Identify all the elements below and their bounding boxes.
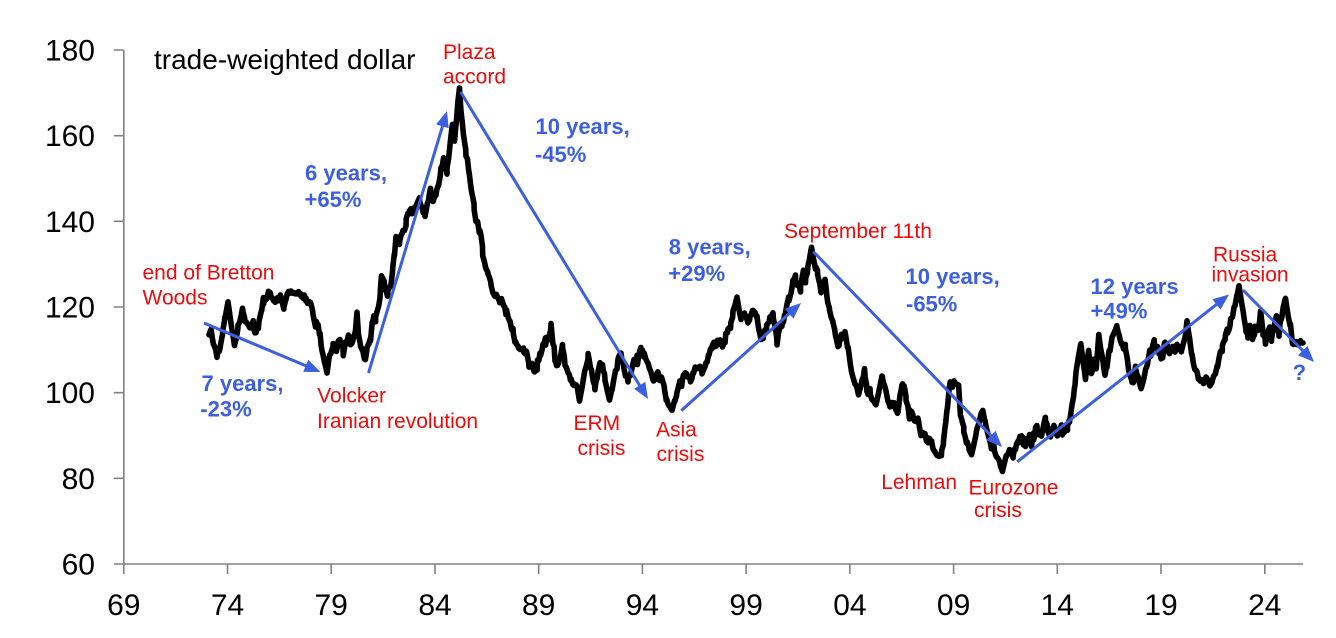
svg-text:94: 94 (626, 589, 659, 622)
svg-text:12 years: 12 years (1091, 274, 1179, 299)
svg-text:end of Bretton: end of Bretton (143, 262, 275, 285)
svg-text:6 years,: 6 years, (305, 161, 387, 186)
svg-text:+49%: +49% (1091, 299, 1148, 324)
svg-text:8 years,: 8 years, (669, 235, 751, 260)
svg-text:crisis: crisis (578, 437, 626, 460)
svg-text:Asia: Asia (656, 419, 697, 442)
svg-text:100: 100 (45, 377, 95, 410)
svg-text:ERM: ERM (574, 412, 621, 435)
svg-text:-65%: -65% (906, 292, 957, 317)
svg-text:79: 79 (315, 589, 348, 622)
svg-text:crisis: crisis (657, 443, 705, 466)
svg-text:80: 80 (62, 463, 95, 496)
svg-text:84: 84 (418, 589, 451, 622)
svg-text:-45%: -45% (535, 142, 586, 167)
svg-text:04: 04 (833, 589, 866, 622)
svg-text:140: 140 (45, 206, 95, 239)
svg-text:+29%: +29% (668, 261, 725, 286)
svg-text:60: 60 (62, 549, 95, 582)
svg-text:7 years,: 7 years, (202, 371, 284, 396)
svg-text:Eurozone: Eurozone (969, 477, 1059, 500)
svg-text:120: 120 (45, 292, 95, 325)
svg-text:?: ? (1293, 360, 1306, 385)
svg-text:Plaza: Plaza (443, 41, 496, 64)
svg-text:99: 99 (729, 589, 762, 622)
svg-text:accord: accord (443, 66, 506, 89)
svg-text:10 years,: 10 years, (536, 114, 630, 139)
svg-text:Russia: Russia (1213, 244, 1278, 267)
svg-text:89: 89 (522, 589, 555, 622)
svg-text:Iranian revolution: Iranian revolution (317, 410, 478, 433)
svg-text:+65%: +65% (305, 187, 362, 212)
svg-text:Woods: Woods (143, 287, 208, 310)
svg-text:74: 74 (211, 589, 244, 622)
svg-text:10 years,: 10 years, (906, 264, 1000, 289)
svg-text:14: 14 (1041, 589, 1074, 622)
svg-text:19: 19 (1144, 589, 1177, 622)
svg-text:invasion: invasion (1212, 264, 1289, 287)
svg-text:September 11th: September 11th (784, 220, 932, 243)
svg-text:180: 180 (45, 35, 95, 68)
svg-text:Volcker: Volcker (317, 385, 386, 408)
svg-text:-23%: -23% (200, 396, 251, 421)
svg-text:trade-weighted dollar: trade-weighted dollar (154, 44, 416, 75)
svg-text:69: 69 (107, 589, 140, 622)
svg-text:Lehman: Lehman (881, 471, 957, 494)
svg-text:160: 160 (45, 120, 95, 153)
svg-text:crisis: crisis (974, 499, 1022, 522)
svg-text:24: 24 (1248, 589, 1281, 622)
svg-text:09: 09 (937, 589, 970, 622)
